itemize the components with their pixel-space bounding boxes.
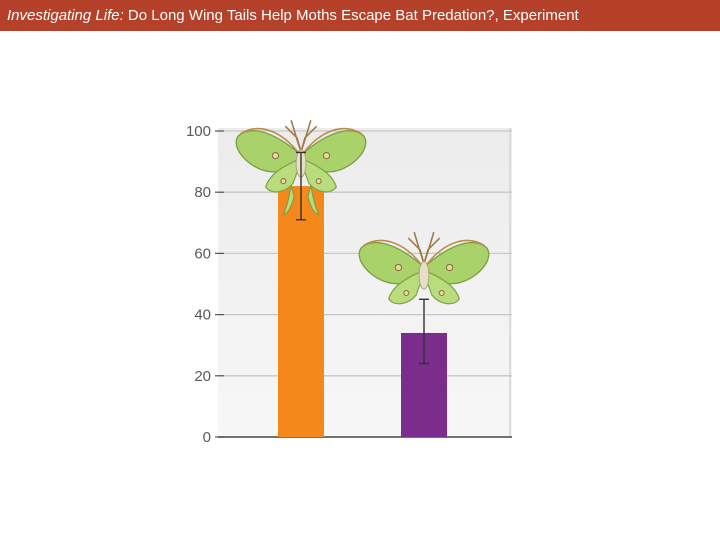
slide-title-text: Do Long Wing Tails Help Moths Escape Bat… bbox=[123, 7, 579, 24]
y-tick-label: 20 bbox=[194, 368, 211, 385]
plot-background bbox=[218, 128, 512, 437]
y-axis-ticks: 0 20 40 60 80 100 bbox=[186, 123, 224, 446]
bar bbox=[278, 186, 324, 437]
bars bbox=[278, 186, 447, 437]
y-tick-label: 100 bbox=[186, 123, 211, 140]
y-tick-label: 80 bbox=[194, 184, 211, 201]
y-tick-label: 40 bbox=[194, 307, 211, 324]
y-tick-label: 0 bbox=[203, 429, 211, 446]
slide-title: Investigating Life: Do Long Wing Tails H… bbox=[0, 0, 720, 31]
y-tick-label: 60 bbox=[194, 245, 211, 262]
slide-title-italic: Investigating Life: bbox=[7, 7, 124, 24]
error-bars bbox=[296, 151, 429, 365]
